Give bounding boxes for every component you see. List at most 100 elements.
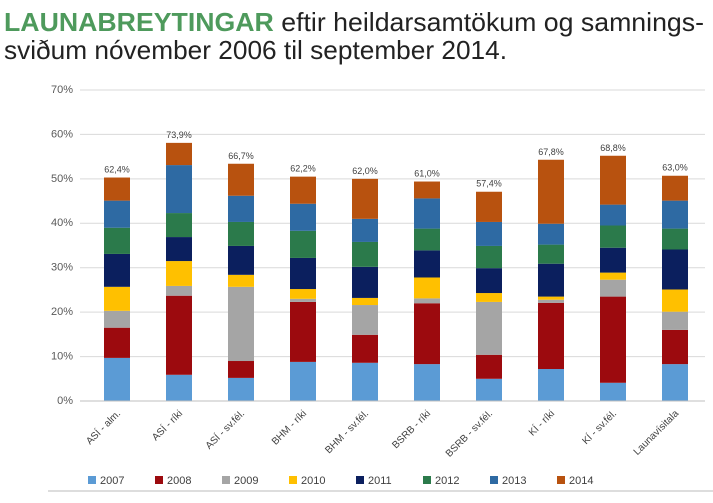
legend-label: 2014 [569,475,593,487]
total-label: 62,2% [290,164,316,174]
bar-segment [538,302,564,370]
y-tick-label: 40% [51,217,73,229]
bar-segment [166,261,192,286]
bar-segment [414,298,440,304]
bar-segment [104,327,130,358]
bar-segment [104,310,130,328]
bar-segment [662,249,688,290]
bar-segment [290,257,316,290]
bar-segment [662,228,688,250]
chart-subtitle: eftir heildarsamtökum og samnings- [281,7,704,37]
bar-segment [414,228,440,251]
legend-swatch [88,476,96,484]
bar-segment [538,369,564,401]
total-label: 62,0% [352,166,378,176]
bar-segment [600,225,626,248]
bar-segment [600,296,626,383]
legend-swatch [222,476,230,484]
bar-segment [104,253,130,287]
bar-segment [352,241,378,267]
bar-segment [414,364,440,401]
bar-segment [352,218,378,242]
bar-segment [290,298,316,302]
y-tick-label: 10% [51,350,73,362]
legend-label: 2013 [502,475,526,487]
bar-segment [290,203,316,231]
legend-label: 2007 [100,475,124,487]
x-tick-label: KÍ - sv.fél. [579,407,619,447]
y-tick-label: 0% [57,395,73,407]
x-tick-label: ASÍ - ríki [149,407,185,443]
bar-segment [352,178,378,219]
y-tick-label: 60% [51,128,73,140]
bar-segment [538,159,564,224]
bar-segment [600,272,626,280]
legend-label: 2008 [167,475,191,487]
bar-segment [600,247,626,273]
bar-segment [476,268,502,294]
legend-label: 2009 [234,475,258,487]
bar-segment [352,334,378,363]
bar-segment [662,175,688,201]
bar-segment [104,286,130,311]
bar-segment [662,289,688,312]
bar-segment [414,181,440,199]
bar-segment [228,361,254,378]
bar-segment [290,361,316,401]
legend-swatch [155,476,163,484]
bar-segment [600,155,626,205]
legend-swatch [423,476,431,484]
y-tick-label: 50% [51,173,73,185]
total-label: 63,0% [662,163,688,173]
total-label: 68,8% [600,143,626,153]
y-tick-label: 70% [51,84,73,96]
bar-segment [166,295,192,375]
bar-segment [414,303,440,365]
x-tick-label: Launavísitala [632,408,682,458]
x-tick-label: KÍ - ríki [526,407,558,439]
bar-segment [290,176,316,204]
legend-label: 2010 [301,475,325,487]
bar-segment [476,191,502,222]
bar-segment [228,377,254,401]
bar-segment [600,279,626,297]
title-line: LAUNABREYTINGAR eftir heildarsamtökum og… [4,7,704,37]
bar-segment [600,204,626,226]
bar-segment [538,263,564,297]
x-tick-label: ASÍ - sv.fél. [202,407,247,452]
bar-segment [538,244,564,264]
x-tick-label: BHM - ríki [270,408,309,447]
legend-label: 2011 [368,475,392,487]
bar-segment [290,230,316,258]
bar-segment [290,289,316,299]
bar-segment [352,297,378,306]
total-label: 73,9% [166,130,192,140]
total-label: 62,4% [104,165,130,175]
bar-segment [662,311,688,330]
bar-segment [228,286,254,362]
legend-swatch [557,476,565,484]
bar-segment [352,305,378,335]
bar-segment [228,274,254,287]
bar-segment [662,364,688,401]
y-tick-label: 30% [51,262,73,274]
x-tick-label: BSRB - ríki [390,408,433,451]
bar-segment [414,277,440,299]
bar-segment [476,293,502,302]
bar-segment [538,299,564,303]
bar-segment [538,223,564,245]
bar-segment [228,195,254,222]
bar-segment [228,163,254,196]
bar-segment [352,266,378,298]
bar-segment [538,296,564,300]
bar-segment [290,301,316,362]
legend-swatch [356,476,364,484]
legend-swatch [289,476,297,484]
bar-segment [414,250,440,278]
bar-segment [600,382,626,401]
bar-segment [476,301,502,355]
bar-segment [166,165,192,214]
total-label: 67,8% [538,147,564,157]
bar-segment [166,142,192,166]
